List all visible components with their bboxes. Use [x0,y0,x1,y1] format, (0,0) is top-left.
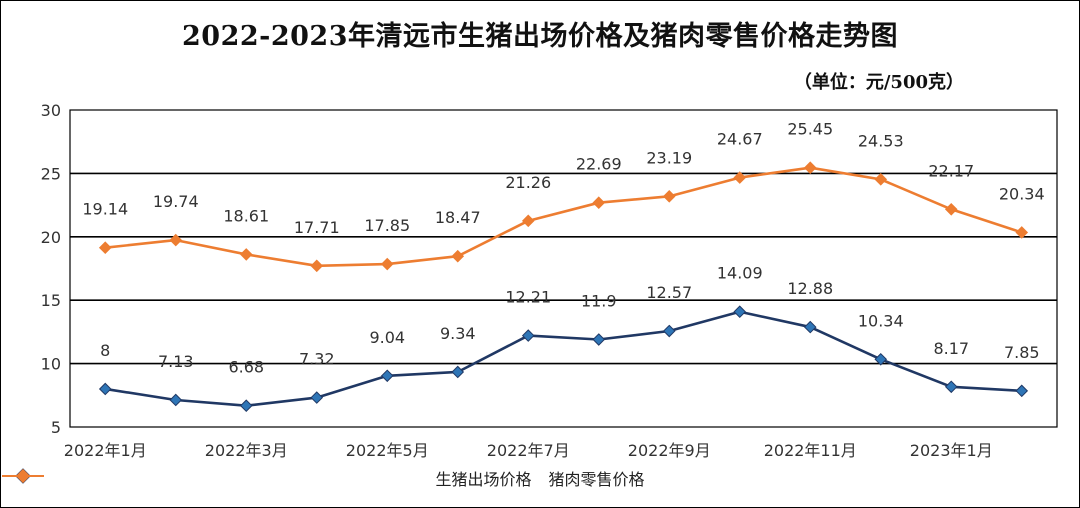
data-point-series-1 [98,382,112,396]
data-point-series-1 [521,329,535,342]
data-point-series-2 [944,202,958,216]
data-label-series-2: 24.53 [858,131,904,150]
data-point-series-2 [874,173,888,186]
data-label-series-2: 17.71 [294,218,340,237]
legend-label-series-2: 猪肉零售价格 [548,470,645,489]
y-tick-label: 10 [41,355,61,374]
legend-item-series-1: 生猪出场价格 [2,466,532,490]
data-label-series-2: 24.67 [717,130,763,149]
data-point-series-1 [169,393,183,407]
series-layer [98,161,1029,413]
data-label-series-2: 21.26 [505,173,551,192]
data-point-series-2 [1015,226,1029,239]
data-label-series-2: 19.14 [82,200,128,219]
y-tick-label: 30 [41,101,61,120]
legend-item-series-2: 猪肉零售价格 [2,466,645,490]
data-point-series-1 [944,380,958,394]
data-label-series-1: 12.21 [505,288,551,307]
data-point-series-2 [521,214,535,228]
legend: 生猪出场价格 猪肉零售价格 [0,466,1080,490]
data-label-series-1: 7.13 [158,352,194,371]
data-point-series-1 [451,365,465,379]
data-point-series-2 [662,190,676,203]
data-point-series-1 [239,399,253,413]
data-label-series-1: 8 [100,341,110,360]
legend-label-series-1: 生猪出场价格 [435,470,532,489]
axis-layer: 5 10 15 20 25 30 2022年1月 2022年3月 2022年5月 2022年7月 2… [41,101,993,460]
data-point-series-1 [874,352,888,366]
y-tick-label: 20 [41,228,61,247]
data-label-series-1: 9.04 [369,328,405,347]
data-label-series-1: 10.34 [858,311,904,330]
data-label-series-2: 23.19 [646,148,692,167]
series-line-1 [105,310,1022,407]
y-tick-label: 15 [41,291,61,310]
plot-area [69,109,1058,428]
data-label-series-2: 17.85 [364,216,410,235]
data-label-series-1: 12.57 [646,283,692,302]
data-point-series-2 [169,233,183,247]
data-label-series-1: 14.09 [717,264,763,283]
data-point-series-1 [592,333,606,346]
data-label-layer: 8 7.13 6.68 7.32 9.04 9.34 12.21 11.9 12.57 14.09… [82,120,1044,377]
series-line-2 [105,166,1023,268]
data-point-series-2 [239,248,253,261]
data-label-series-2: 22.69 [576,155,622,174]
data-label-series-2: 25.45 [787,120,833,139]
unit-label: （单位：元/500克） [793,72,964,93]
x-tick-label: 2022年3月 [205,441,288,460]
x-tick-label: 2023年1月 [910,441,993,460]
data-label-series-1: 7.32 [299,350,335,369]
data-label-series-2: 20.34 [999,184,1045,203]
data-label-series-1: 8.17 [933,339,969,358]
data-point-series-2 [310,259,324,273]
y-tick-label: 5 [51,418,61,437]
data-label-series-1: 12.88 [787,279,833,298]
data-point-series-1 [662,324,676,338]
data-point-series-2 [592,196,606,209]
data-point-series-2 [803,161,817,175]
data-point-series-2 [380,257,394,271]
x-tick-label: 2022年7月 [487,441,570,460]
data-label-series-1: 7.85 [1004,343,1040,362]
data-point-series-1 [803,320,817,334]
data-point-series-2 [98,241,112,255]
legend-swatch-series-2 [2,468,44,484]
x-tick-label: 2022年9月 [628,441,711,460]
data-point-series-1 [310,391,324,404]
data-point-series-2 [451,249,465,263]
chart-title: 2022-2023年清远市生猪出场价格及猪肉零售价格走势图 [182,21,898,52]
data-label-series-2: 18.47 [435,208,481,227]
data-label-series-2: 18.61 [223,206,269,225]
data-point-series-1 [733,305,747,319]
x-tick-label: 2022年5月 [346,441,429,460]
data-label-series-1: 6.68 [228,358,264,377]
data-label-series-2: 22.17 [928,161,974,180]
data-label-series-1: 11.9 [581,292,617,311]
data-point-series-1 [1015,384,1029,398]
x-tick-label: 2022年11月 [764,441,857,460]
x-tick-label: 2022年1月 [64,441,147,460]
data-label-series-2: 19.74 [153,192,199,211]
grid-layer [69,109,1058,428]
data-label-series-1: 9.34 [440,324,476,343]
data-point-series-1 [380,369,394,383]
y-tick-label: 25 [41,164,61,183]
data-point-series-2 [733,171,747,184]
